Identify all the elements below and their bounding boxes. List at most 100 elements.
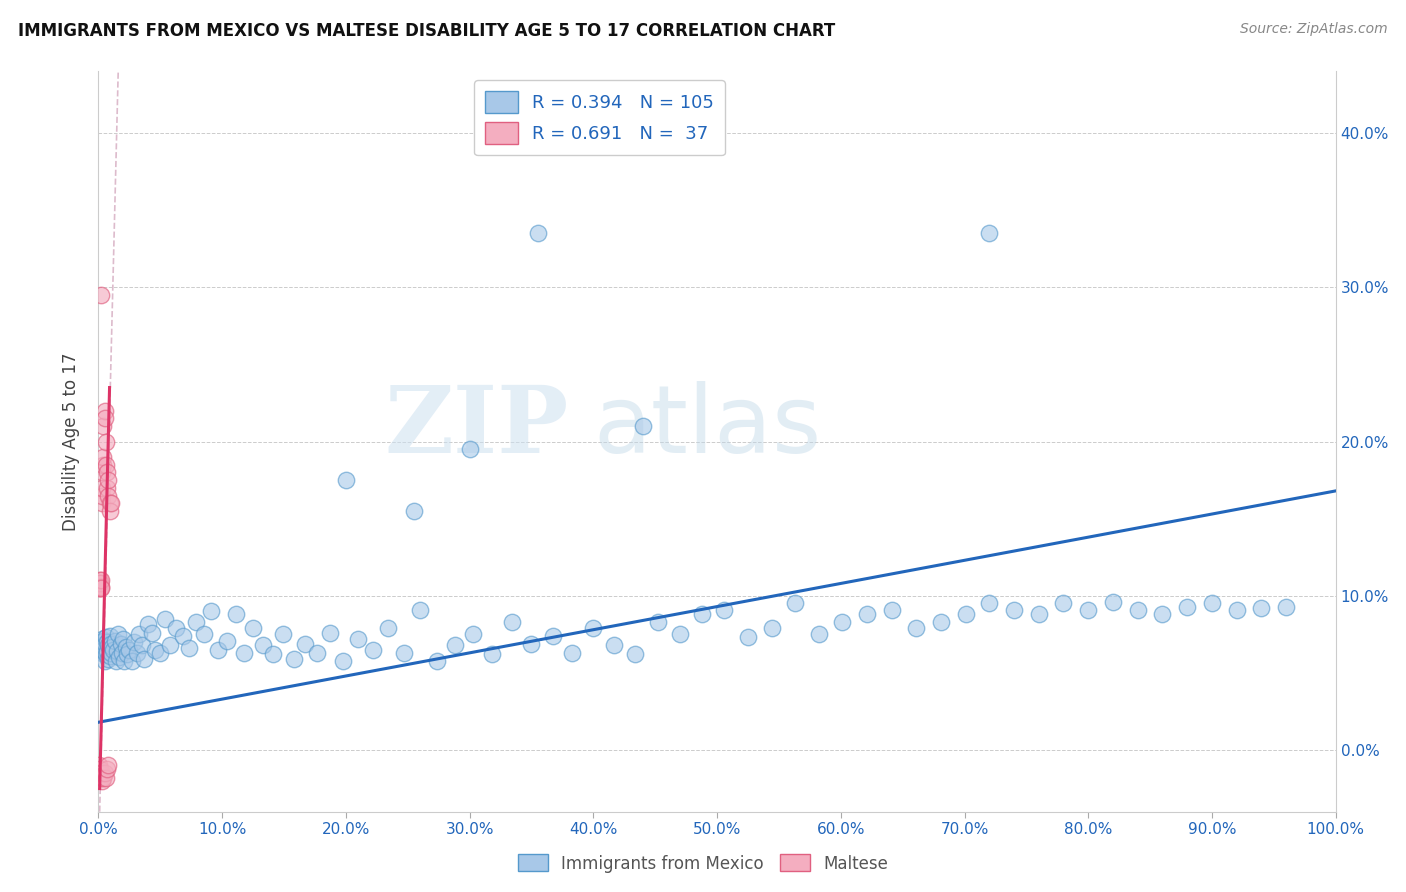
Point (217, 633, 239, 648)
Point (94, 434, 117, 449)
Text: IMMIGRANTS FROM MEXICO VS MALTESE DISABILITY AGE 5 TO 17 CORRELATION CHART: IMMIGRANTS FROM MEXICO VS MALTESE DISABI… (18, 22, 835, 40)
Point (98, 496, 121, 510)
Point (880, 602, 903, 616)
Point (100, 646, 122, 660)
Point (631, 419, 654, 434)
Point (96, 762, 118, 776)
Point (807, 627, 830, 641)
Point (929, 615, 952, 629)
Point (112, 632, 135, 646)
Point (94, 648, 117, 662)
Point (225, 607, 247, 622)
Point (104, 654, 127, 668)
Point (93, 633, 115, 648)
Point (100, 496, 122, 510)
Point (149, 646, 172, 660)
Point (97, 473, 120, 487)
Point (186, 615, 208, 629)
Point (107, 627, 129, 641)
Point (87, 581, 110, 595)
Point (159, 638, 181, 652)
Point (93, 654, 115, 668)
Point (319, 625, 342, 640)
Point (90, 574, 112, 588)
Point (90, 638, 112, 652)
Point (737, 631, 759, 645)
Point (94, 631, 117, 645)
Point (377, 621, 399, 635)
Point (177, 641, 200, 656)
Point (1201, 597, 1223, 611)
Point (89, 576, 111, 591)
Point (831, 615, 853, 629)
Point (200, 604, 222, 618)
Point (582, 621, 605, 635)
Point (463, 627, 485, 641)
Point (91, 489, 114, 503)
Point (90, 771, 112, 785)
Point (108, 650, 131, 665)
Point (905, 621, 928, 635)
Point (294, 637, 316, 651)
Point (91, 458, 114, 472)
Point (97, 489, 120, 503)
Point (91, 481, 114, 495)
Point (115, 648, 138, 662)
Point (89, 581, 111, 595)
Point (125, 646, 148, 660)
Point (1152, 607, 1174, 622)
Point (89, 762, 111, 776)
Point (89, 576, 111, 591)
Point (94, 771, 117, 785)
Point (526, 227, 548, 241)
Point (128, 627, 150, 641)
Point (90, 496, 112, 510)
Y-axis label: Disability Age 5 to 17: Disability Age 5 to 17 (62, 352, 80, 531)
Point (520, 637, 543, 651)
Point (94, 458, 117, 472)
Point (409, 602, 432, 616)
Point (124, 635, 146, 649)
Point (402, 504, 425, 518)
Point (98, 629, 121, 643)
Point (252, 638, 274, 652)
Point (90, 580, 112, 594)
Point (501, 615, 523, 629)
Point (111, 646, 134, 660)
Point (103, 633, 125, 648)
Point (101, 640, 124, 654)
Point (112, 654, 135, 668)
Point (1126, 602, 1149, 616)
Point (91, 466, 114, 480)
Point (283, 652, 305, 666)
Point (96, 635, 118, 649)
Point (155, 612, 177, 626)
Point (233, 646, 256, 660)
Point (93, 637, 115, 651)
Point (1052, 597, 1074, 611)
Point (103, 642, 125, 657)
Point (855, 607, 877, 622)
Point (669, 627, 692, 641)
Point (97, 652, 120, 666)
Point (97, 758, 120, 772)
Point (98, 648, 121, 663)
Point (93, 450, 115, 464)
Point (100, 637, 122, 651)
Point (110, 637, 132, 651)
Point (114, 640, 136, 654)
Legend: R = 0.394   N = 105, R = 0.691   N =  37: R = 0.394 N = 105, R = 0.691 N = 37 (474, 80, 724, 155)
Point (271, 627, 294, 641)
Point (141, 625, 163, 640)
Point (172, 629, 194, 643)
Point (1226, 602, 1249, 616)
Point (242, 621, 264, 635)
Legend: Immigrants from Mexico, Maltese: Immigrants from Mexico, Maltese (510, 847, 896, 880)
Point (91, 632, 114, 646)
Point (335, 473, 357, 487)
Point (603, 638, 626, 652)
Point (91, 766, 114, 780)
Point (1275, 599, 1298, 614)
Point (1102, 595, 1125, 609)
Text: atlas: atlas (593, 381, 821, 473)
